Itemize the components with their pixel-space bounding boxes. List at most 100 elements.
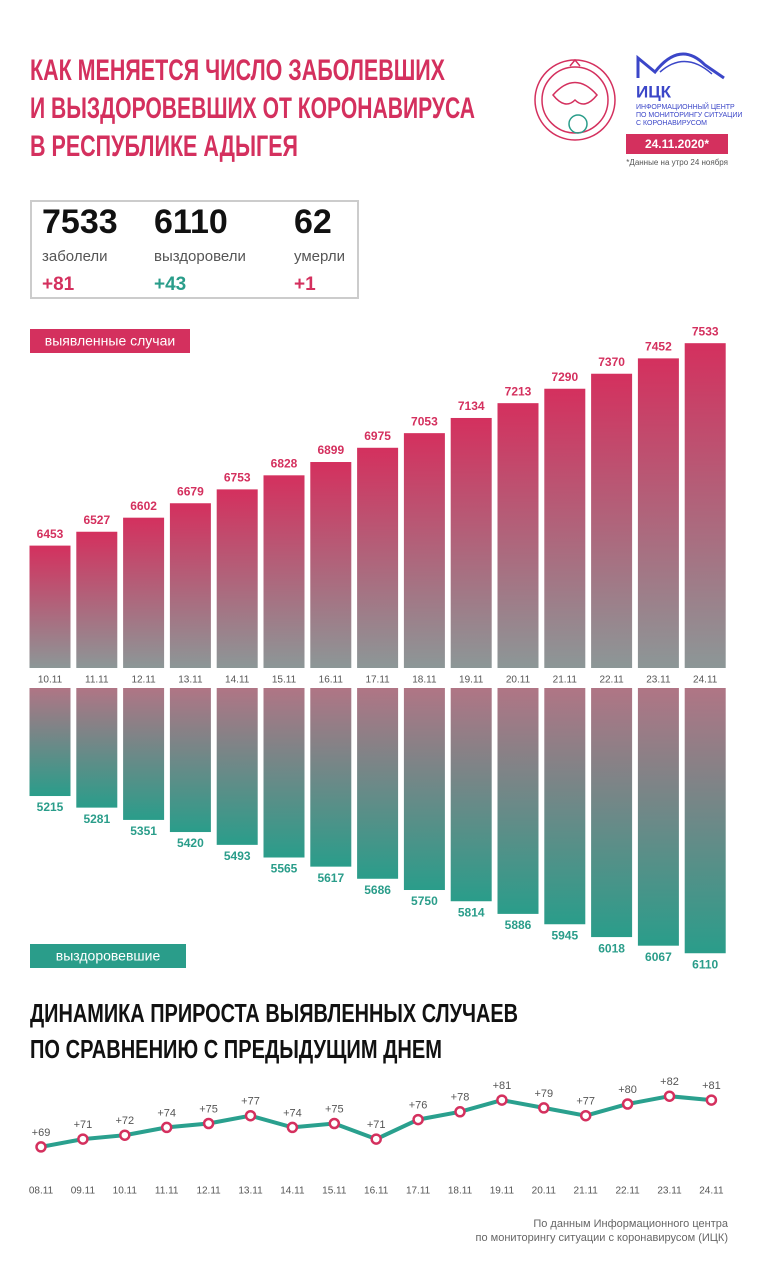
label-box: [30, 329, 190, 353]
x-tick-label: 10.11: [38, 675, 63, 686]
bar-label: 7134: [458, 399, 485, 413]
point: [370, 1133, 382, 1145]
point-label: +74: [157, 1107, 176, 1119]
x-tick-label: 21.11: [574, 1186, 599, 1197]
date: 24.11.2020*: [645, 137, 709, 151]
point: [286, 1121, 299, 1134]
point: [77, 1133, 89, 1145]
bar: [637, 688, 679, 946]
x-tick-label: 23.11: [646, 675, 671, 686]
point-label: +81: [493, 1080, 512, 1092]
bar-label: 6067: [645, 950, 672, 964]
x-tick-label: 14.11: [225, 675, 250, 686]
bar: [76, 688, 118, 808]
logo-text: ПО МОНИТОРИНГУ СИТУАЦИИ: [636, 112, 742, 119]
point-label: +77: [576, 1096, 595, 1108]
point-label: +82: [660, 1076, 679, 1088]
bar-label: 7053: [411, 414, 438, 428]
section-title: ПО СРАВНЕНИЮ С ПРЕДЫДУЩИМ ДНЕМ: [30, 1034, 442, 1064]
point-label: +71: [367, 1119, 386, 1131]
bar: [591, 373, 633, 668]
bar-label: 5686: [364, 883, 391, 897]
bar-label: 5565: [271, 862, 298, 876]
bar-label: 6110: [692, 957, 718, 971]
stat-label: заболели: [42, 248, 108, 265]
point: [35, 1141, 47, 1153]
x-tick-label: 12.11: [196, 1186, 221, 1197]
x-tick-label: 08.11: [29, 1186, 54, 1197]
stat-value: 6110: [154, 203, 228, 241]
stats-box: [30, 200, 359, 299]
bar: [450, 417, 492, 668]
x-tick-label: 20.11: [506, 675, 531, 686]
point-label: +69: [32, 1127, 51, 1139]
point: [538, 1102, 550, 1114]
bar-label: 6602: [130, 499, 157, 513]
bar: [169, 503, 211, 668]
bar: [637, 358, 679, 668]
x-tick-label: 11.11: [85, 675, 109, 686]
section-title: ДИНАМИКА ПРИРОСТА ВЫЯВЛЕННЫХ СЛУЧАЕВ: [30, 998, 518, 1028]
stat-label: выздоровели: [154, 248, 246, 265]
bar: [544, 688, 586, 925]
bar: [123, 688, 165, 820]
series-label: выявленные случаи: [45, 333, 175, 349]
bar: [310, 688, 352, 867]
bar: [591, 688, 633, 938]
point: [705, 1094, 718, 1106]
bar: [544, 388, 586, 668]
label-box: [30, 944, 186, 968]
logo-name: ИЦК: [636, 82, 672, 101]
point-label: +76: [409, 1100, 428, 1112]
x-tick-label: 19.11: [490, 1186, 515, 1197]
bar-label: 5420: [177, 836, 204, 850]
x-tick-label: 24.11: [699, 1186, 724, 1197]
logo-text: С КОРОНАВИРУСОМ: [636, 120, 707, 127]
stat-delta: +1: [294, 274, 316, 295]
point: [119, 1129, 131, 1141]
stat-value: 62: [294, 203, 332, 241]
bar: [357, 688, 399, 879]
stat-delta: +81: [42, 274, 75, 295]
bar: [29, 545, 71, 668]
stat-label: умерли: [294, 248, 345, 265]
point-label: +81: [702, 1080, 721, 1092]
point-label: +75: [325, 1103, 344, 1115]
date-note: *Данные на утро 24 ноября: [626, 158, 728, 167]
bar-label: 6679: [177, 484, 204, 498]
bar-label: 7370: [598, 355, 625, 369]
bar: [123, 517, 165, 668]
point: [244, 1109, 257, 1122]
title: И ВЫЗДОРОВЕВШИХ ОТ КОРОНАВИРУСА: [30, 92, 475, 125]
bar: [29, 688, 71, 797]
title: В РЕСПУБЛИКЕ АДЫГЕЯ: [30, 130, 298, 163]
bar-label: 7213: [505, 384, 532, 398]
x-tick-label: 24.11: [693, 675, 718, 686]
x-tick-label: 23.11: [657, 1186, 682, 1197]
bar-label: 5493: [224, 849, 251, 863]
x-tick-label: 22.11: [615, 1186, 640, 1197]
bar: [684, 343, 726, 668]
point-label: +80: [618, 1084, 637, 1096]
point: [621, 1098, 634, 1110]
bar-label: 6828: [271, 456, 298, 470]
bar-label: 5945: [551, 928, 578, 942]
point-label: +74: [283, 1107, 302, 1119]
point-label: +77: [241, 1096, 260, 1108]
x-tick-label: 18.11: [412, 675, 437, 686]
bar-label: 6899: [317, 443, 344, 457]
x-tick-label: 18.11: [448, 1186, 473, 1197]
point-label: +79: [534, 1088, 553, 1100]
x-tick-label: 17.11: [365, 675, 390, 686]
bar: [403, 688, 445, 891]
bar: [310, 462, 352, 668]
point: [496, 1094, 508, 1106]
bar: [216, 688, 258, 845]
point-label: +78: [451, 1092, 470, 1104]
bar: [684, 688, 726, 954]
x-tick-label: 22.11: [599, 675, 624, 686]
x-tick-label: 17.11: [406, 1186, 431, 1197]
stat-value: 7533: [42, 203, 118, 241]
bar-label: 5215: [37, 800, 64, 814]
bar-label: 6527: [83, 513, 110, 527]
